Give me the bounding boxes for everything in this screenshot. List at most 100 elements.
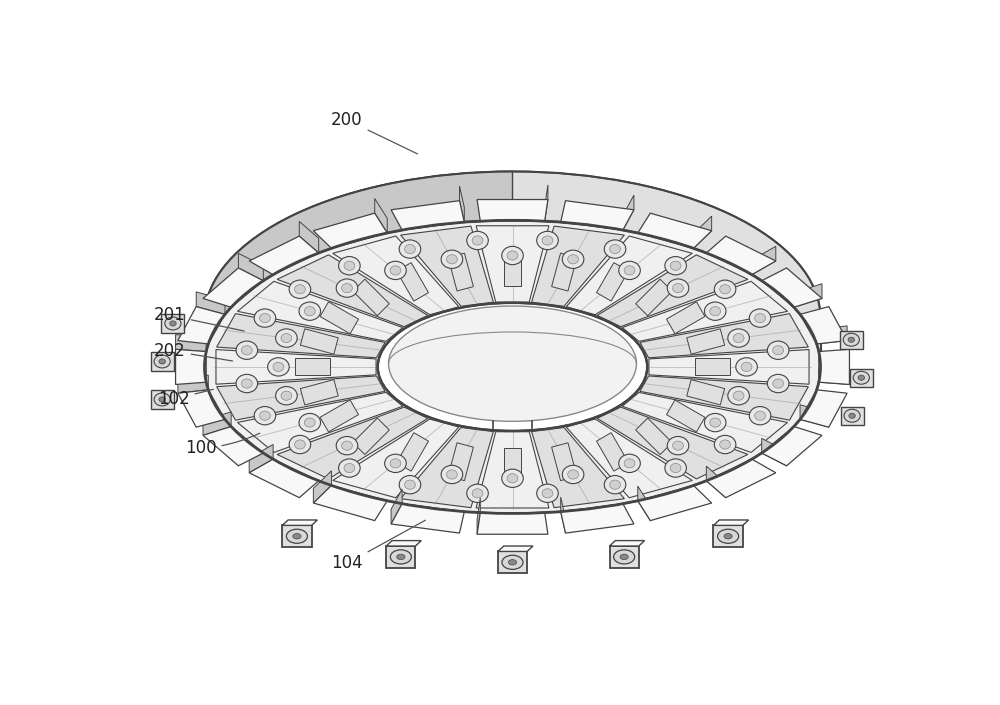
Ellipse shape [728,329,749,348]
Polygon shape [477,200,548,221]
Ellipse shape [562,250,584,269]
Polygon shape [666,400,705,432]
Polygon shape [762,268,822,307]
Ellipse shape [260,411,270,420]
Ellipse shape [537,484,558,503]
Ellipse shape [718,529,739,544]
Polygon shape [597,407,748,479]
Ellipse shape [619,262,640,280]
Ellipse shape [542,236,553,245]
Ellipse shape [205,171,820,465]
Ellipse shape [378,303,647,431]
Polygon shape [817,326,847,344]
Ellipse shape [344,463,355,472]
Polygon shape [649,350,809,384]
Ellipse shape [405,245,415,254]
FancyBboxPatch shape [151,391,174,409]
Ellipse shape [749,309,771,327]
Polygon shape [622,393,788,453]
Ellipse shape [295,285,305,294]
Ellipse shape [276,386,297,405]
Ellipse shape [853,372,869,384]
Polygon shape [638,486,712,520]
Ellipse shape [741,362,752,372]
Ellipse shape [502,469,523,487]
Polygon shape [249,444,273,473]
Polygon shape [622,281,788,341]
Polygon shape [566,419,692,498]
Polygon shape [391,489,402,524]
Ellipse shape [714,280,736,298]
Ellipse shape [508,560,517,565]
Polygon shape [636,279,672,316]
Ellipse shape [733,333,744,343]
Ellipse shape [673,283,683,293]
FancyBboxPatch shape [498,551,527,573]
Polygon shape [353,418,389,455]
Ellipse shape [268,357,289,376]
Text: 102: 102 [158,389,213,408]
Ellipse shape [281,333,292,343]
Polygon shape [477,513,548,534]
Ellipse shape [624,266,635,275]
Polygon shape [706,236,776,275]
Ellipse shape [670,261,681,270]
Ellipse shape [273,362,284,372]
Ellipse shape [619,454,640,472]
Polygon shape [313,486,387,520]
Ellipse shape [848,337,855,343]
Polygon shape [196,292,225,314]
Polygon shape [552,443,577,481]
Polygon shape [640,314,808,358]
Polygon shape [640,376,808,420]
Ellipse shape [714,436,736,454]
Polygon shape [545,185,548,221]
Ellipse shape [344,261,355,270]
Text: 100: 100 [185,434,260,458]
Ellipse shape [604,240,626,258]
Polygon shape [320,302,359,333]
Ellipse shape [724,534,732,539]
Polygon shape [566,236,692,314]
FancyBboxPatch shape [610,546,639,568]
Polygon shape [176,349,206,384]
Ellipse shape [467,231,488,250]
FancyBboxPatch shape [386,546,415,568]
Ellipse shape [154,355,170,368]
Polygon shape [638,486,650,520]
Ellipse shape [336,436,358,455]
Polygon shape [282,520,317,525]
Polygon shape [532,226,624,306]
Ellipse shape [472,236,483,245]
Ellipse shape [767,341,789,360]
Ellipse shape [170,321,176,326]
Polygon shape [391,201,464,230]
Ellipse shape [205,220,820,513]
Polygon shape [687,379,725,405]
Polygon shape [695,358,730,375]
Ellipse shape [390,459,401,468]
Ellipse shape [624,459,635,468]
Ellipse shape [704,413,726,431]
Polygon shape [597,255,748,326]
FancyBboxPatch shape [282,525,312,547]
Ellipse shape [390,266,401,275]
Ellipse shape [507,251,518,260]
Ellipse shape [159,397,165,402]
Ellipse shape [502,246,523,264]
Ellipse shape [604,476,626,494]
Ellipse shape [749,407,771,425]
Polygon shape [313,213,387,248]
Ellipse shape [843,333,859,346]
Polygon shape [277,255,428,326]
Ellipse shape [339,459,360,477]
Polygon shape [237,281,403,341]
Polygon shape [762,439,787,466]
Ellipse shape [342,283,352,293]
Polygon shape [561,503,634,533]
FancyBboxPatch shape [840,331,863,349]
Ellipse shape [733,391,744,400]
Ellipse shape [667,436,689,455]
Polygon shape [320,400,359,432]
Text: 200: 200 [331,111,418,154]
